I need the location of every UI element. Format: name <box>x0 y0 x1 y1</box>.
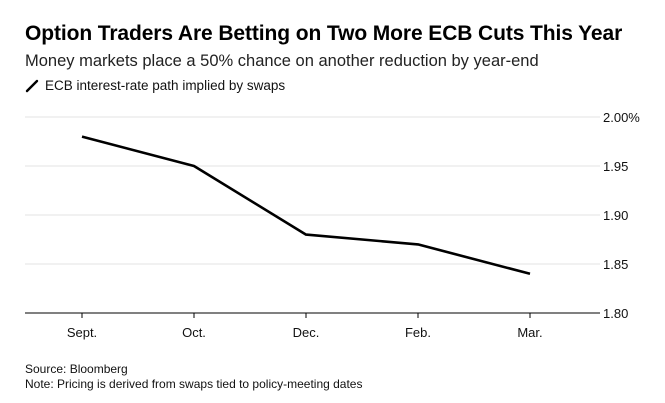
footer: Source: Bloomberg Note: Pricing is deriv… <box>25 362 362 392</box>
legend-line-icon <box>25 79 39 92</box>
x-tick-label: Feb. <box>405 325 431 340</box>
legend: ECB interest-rate path implied by swaps <box>25 78 285 93</box>
y-tick-label: 1.90 <box>603 208 628 223</box>
y-tick-label: 2.00% <box>603 110 640 125</box>
footnote: Note: Pricing is derived from swaps tied… <box>25 377 363 391</box>
y-tick-label: 1.85 <box>603 257 628 272</box>
chart-subtitle: Money markets place a 50% chance on anot… <box>25 52 539 70</box>
x-tick-label: Mar. <box>517 325 542 340</box>
chart-title: Option Traders Are Betting on Two More E… <box>25 22 623 45</box>
legend-label: ECB interest-rate path implied by swaps <box>45 78 286 93</box>
source-note: Source: Bloomberg <box>25 362 128 376</box>
series-line <box>81 135 531 276</box>
y-tick-label: 1.95 <box>603 159 628 174</box>
x-tick-label: Dec. <box>293 325 320 340</box>
y-tick-label: 1.80 <box>603 306 628 321</box>
x-tick-label: Sept. <box>67 325 97 340</box>
x-tick-label: Oct. <box>182 325 206 340</box>
